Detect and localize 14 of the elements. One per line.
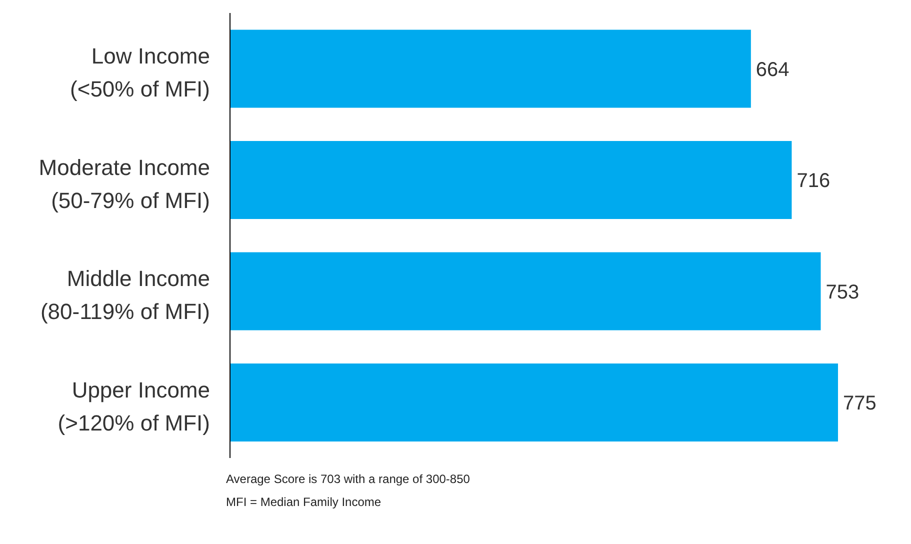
bar — [230, 363, 838, 442]
y-tick-label: Moderate Income (50-79% of MFI) — [38, 154, 210, 213]
data-label: 775 — [843, 392, 876, 415]
bar — [230, 30, 751, 108]
data-label: 664 — [756, 58, 790, 81]
data-label: 753 — [826, 281, 860, 304]
bar — [230, 140, 792, 219]
y-tick-label: Upper Income (>120% of MFI) — [58, 377, 210, 436]
y-tick-label: Middle Income (80-119% of MFI) — [40, 266, 210, 324]
bar — [230, 252, 821, 330]
text: Average Score is 703 with a range of 300-850 — [226, 472, 471, 486]
data-label: 716 — [796, 170, 830, 192]
text: MFI = Median Family Income — [226, 495, 382, 509]
y-tick-label: Low Income (<50% of MFI) — [70, 44, 210, 102]
